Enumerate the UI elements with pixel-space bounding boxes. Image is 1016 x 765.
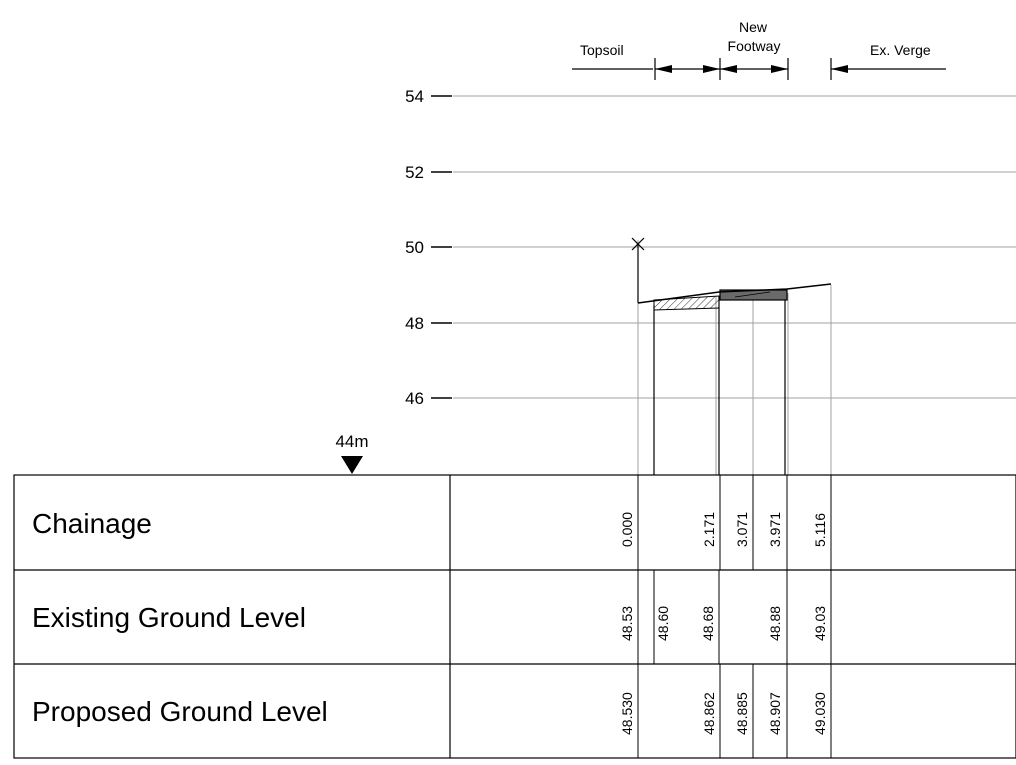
existing-level-value: 48.88 [767,606,783,641]
cross-section-profile [631,237,832,475]
footway-inner-line [734,291,771,298]
chainage-value: 5.116 [812,513,828,547]
proposed-level-value: 49.030 [812,692,828,735]
elevation-grid: 54 52 50 48 46 44m [335,87,1016,474]
datum-label: 44m [335,432,368,451]
tick-label-48: 48 [405,314,424,333]
proposed-level-value: 48.862 [701,692,717,735]
chainage-value: 3.071 [734,512,750,547]
existing-level-value: 48.53 [619,606,635,641]
tick-label-50: 50 [405,238,424,257]
arrow-left-icon [720,65,737,73]
arrow-right-icon [771,65,788,73]
cross-marker-icon [631,237,645,251]
row-label-chainage: Chainage [32,508,152,539]
existing-level-value: 48.60 [655,606,671,641]
chainage-value: 3.971 [767,512,783,547]
topsoil-hatch [653,295,720,311]
arrow-left-icon [655,65,672,73]
arrow-right-icon [703,65,720,73]
proposed-level-value: 48.907 [767,692,783,735]
arrow-left-icon [831,65,848,73]
proposed-level-value: 48.885 [734,692,750,735]
table-frame [13,474,1016,759]
chainage-value: 2.171 [701,512,717,547]
existing-level-value: 48.68 [700,606,716,641]
row-label-proposed-ground-level: Proposed Ground Level [32,696,328,727]
ex-verge-label: Ex. Verge [870,42,931,58]
topsoil-label: Topsoil [580,42,624,58]
ground-profile-line [637,283,832,304]
proposed-level-value: 48.530 [619,692,635,735]
tick-label-54: 54 [405,87,424,106]
new-footway-label-line1: New [739,19,768,35]
data-table: Chainage Existing Ground Level Proposed … [13,474,1016,759]
row-label-existing-ground-level: Existing Ground Level [32,602,306,633]
new-footway-label-line2: Footway [728,38,781,54]
header-annotations: Topsoil New Footway Ex. Verge [572,19,946,80]
tick-label-46: 46 [405,389,424,408]
tick-label-52: 52 [405,163,424,182]
chainage-value: 0.000 [619,512,635,547]
datum-triangle-icon [341,456,363,474]
existing-level-value: 49.03 [812,606,828,641]
